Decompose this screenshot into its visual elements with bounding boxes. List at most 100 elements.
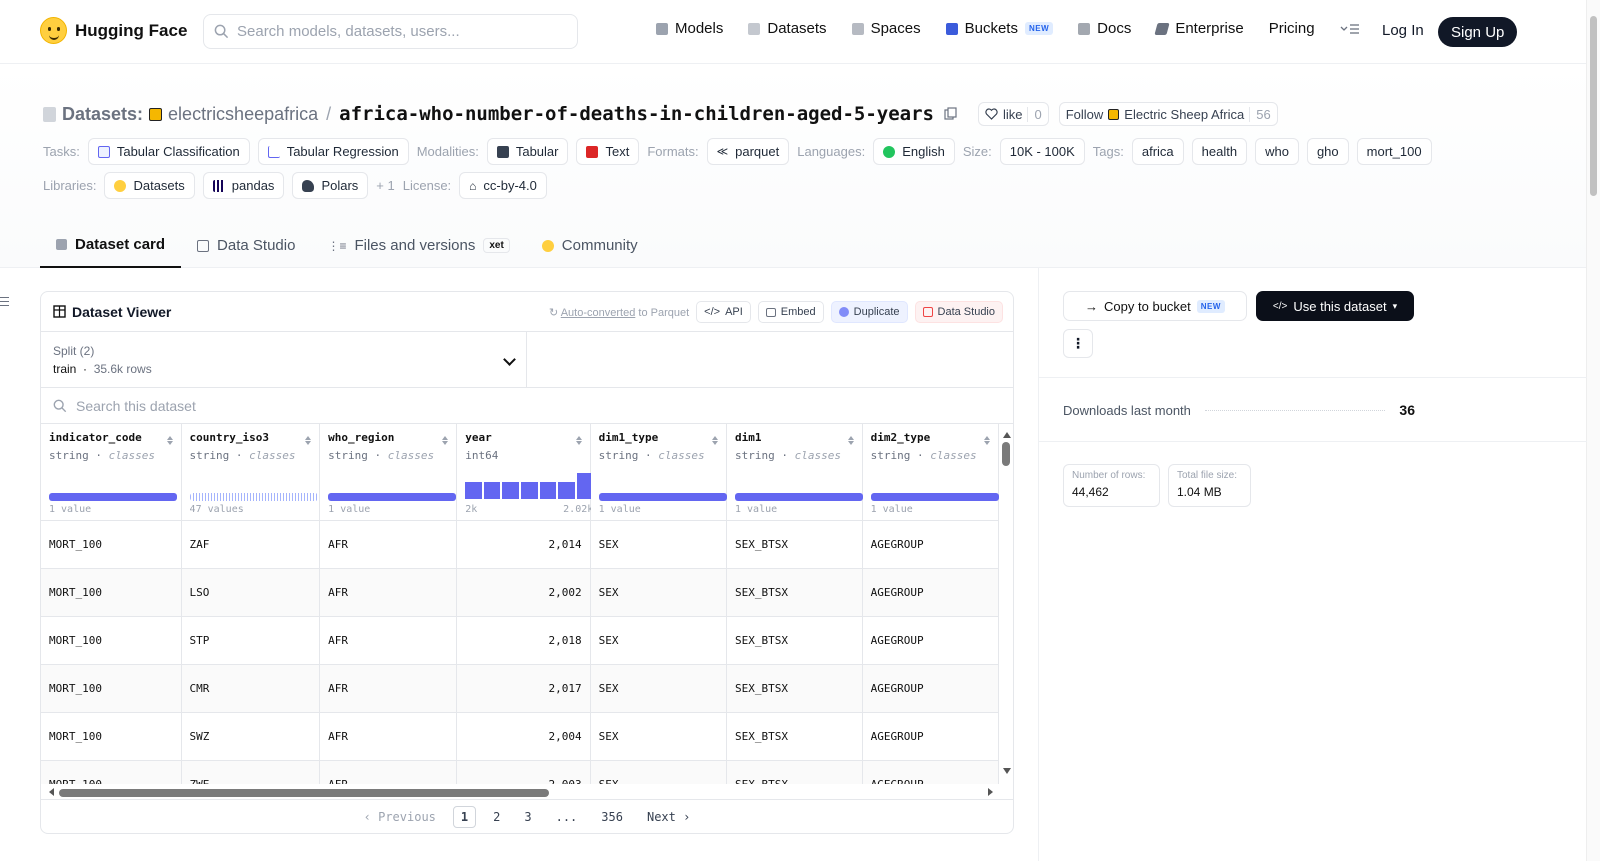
dataset-search-input[interactable]: [76, 397, 476, 414]
scroll-up-arrow-icon[interactable]: [1003, 428, 1011, 438]
nav-spaces[interactable]: Spaces: [851, 20, 921, 37]
table-cell[interactable]: 2,002: [456, 568, 591, 617]
previous-page-button[interactable]: ‹ Previous: [363, 809, 436, 824]
library-chip[interactable]: Datasets: [104, 172, 195, 199]
follow-button[interactable]: Follow Electric Sheep Africa 56: [1058, 102, 1278, 126]
table-cell[interactable]: 2,018: [456, 616, 591, 665]
nav-pricing[interactable]: Pricing: [1269, 20, 1315, 37]
sort-icon[interactable]: [847, 433, 855, 446]
table-row[interactable]: MORT_100 LSO AFR 2,002 SEX SEX_BTSX AGEGROUP: [41, 568, 999, 617]
column-header[interactable]: year int64 2k 2.02k: [456, 424, 594, 521]
page-button[interactable]: 3: [524, 809, 532, 824]
table-cell[interactable]: AFR: [319, 664, 458, 713]
table-row[interactable]: MORT_100 ZWE AFR 2,003 SEX SEX_BTSX AGEGROUP: [41, 760, 999, 784]
sort-icon[interactable]: [984, 433, 991, 446]
repo-owner-link[interactable]: electricsheepafrica: [168, 103, 319, 124]
table-cell[interactable]: AGEGROUP: [862, 760, 999, 784]
use-this-dataset-button[interactable]: </> Use this dataset ▾: [1256, 291, 1414, 321]
sort-icon[interactable]: [575, 433, 583, 446]
table-vertical-scrollbar[interactable]: [1001, 424, 1013, 780]
sort-icon[interactable]: [305, 433, 312, 446]
tag-chip[interactable]: gho: [1306, 138, 1349, 165]
table-cell[interactable]: AGEGROUP: [862, 616, 999, 665]
table-cell[interactable]: SWZ: [181, 712, 321, 761]
copy-icon[interactable]: [944, 107, 958, 121]
table-cell[interactable]: SEX_BTSX: [726, 760, 863, 784]
nav-datasets[interactable]: Datasets: [748, 20, 827, 37]
table-cell[interactable]: 2,017: [456, 664, 591, 713]
table-cell[interactable]: SEX_BTSX: [726, 520, 863, 569]
table-cell[interactable]: LSO: [181, 568, 321, 617]
tab-community[interactable]: Community: [526, 223, 654, 268]
nav-more-menu[interactable]: [1340, 23, 1360, 35]
nav-docs[interactable]: Docs: [1078, 20, 1131, 37]
table-cell[interactable]: SEX: [590, 520, 727, 569]
table-cell[interactable]: MORT_100: [41, 664, 182, 713]
modality-chip[interactable]: Text: [576, 138, 640, 165]
column-header[interactable]: indicator_code string · classes 1 value: [41, 424, 182, 521]
table-cell[interactable]: AFR: [319, 616, 458, 665]
table-cell[interactable]: SEX_BTSX: [726, 712, 863, 761]
table-vertical-scrollbar-thumb[interactable]: [1002, 442, 1010, 466]
table-cell[interactable]: MORT_100: [41, 616, 182, 665]
table-cell[interactable]: SEX: [590, 568, 727, 617]
column-header[interactable]: dim1_type string · classes 1 value: [590, 424, 727, 521]
tab-files[interactable]: ⋮≡ Files and versions xet: [311, 223, 525, 268]
table-cell[interactable]: AFR: [319, 712, 458, 761]
language-chip[interactable]: English: [873, 138, 955, 165]
table-cell[interactable]: SEX: [590, 664, 727, 713]
copy-to-bucket-button[interactable]: → Copy to bucket NEW: [1063, 291, 1247, 321]
scroll-left-arrow-icon[interactable]: [45, 788, 54, 796]
table-cell[interactable]: MORT_100: [41, 520, 182, 569]
tag-chip[interactable]: who: [1255, 138, 1299, 165]
column-header[interactable]: country_iso3 string · classes 47 values: [181, 424, 321, 521]
library-chip[interactable]: pandas: [202, 172, 285, 199]
table-cell[interactable]: ZWE: [181, 760, 321, 784]
table-cell[interactable]: AGEGROUP: [862, 568, 999, 617]
embed-button[interactable]: Embed: [757, 301, 824, 323]
like-button[interactable]: like 0: [977, 102, 1049, 126]
table-cell[interactable]: SEX_BTSX: [726, 664, 863, 713]
data-studio-button[interactable]: Data Studio: [914, 301, 1003, 323]
size-chip[interactable]: 10K - 100K: [999, 138, 1085, 165]
scroll-down-arrow-icon[interactable]: [1003, 768, 1011, 778]
more-options-button[interactable]: ⋮: [1063, 329, 1093, 358]
table-cell[interactable]: AFR: [319, 568, 458, 617]
table-cell[interactable]: SEX: [590, 712, 727, 761]
column-header[interactable]: who_region string · classes 1 value: [319, 424, 458, 521]
duplicate-button[interactable]: Duplicate: [830, 301, 908, 323]
table-cell[interactable]: AGEGROUP: [862, 712, 999, 761]
global-search-input[interactable]: [237, 23, 557, 40]
table-cell[interactable]: 2,004: [456, 712, 591, 761]
table-horizontal-scrollbar[interactable]: [45, 787, 997, 797]
table-row[interactable]: MORT_100 ZAF AFR 2,014 SEX SEX_BTSX AGEGROUP: [41, 520, 999, 569]
table-cell[interactable]: MORT_100: [41, 760, 182, 784]
page-scrollbar[interactable]: [1586, 0, 1600, 861]
tab-data-studio[interactable]: Data Studio: [181, 223, 311, 268]
sidebar-toggle-icon[interactable]: [0, 297, 9, 306]
table-cell[interactable]: SEX_BTSX: [726, 616, 863, 665]
table-cell[interactable]: 2,014: [456, 520, 591, 569]
page-scrollbar-thumb[interactable]: [1590, 16, 1597, 196]
table-cell[interactable]: SEX_BTSX: [726, 568, 863, 617]
sort-icon[interactable]: [711, 433, 719, 446]
table-cell[interactable]: 2,003: [456, 760, 591, 784]
table-cell[interactable]: AFR: [319, 760, 458, 784]
nav-models[interactable]: Models: [656, 20, 723, 37]
page-button[interactable]: 2: [493, 809, 501, 824]
nav-enterprise[interactable]: Enterprise: [1154, 20, 1244, 37]
tag-chip[interactable]: mort_100: [1356, 138, 1432, 165]
task-chip[interactable]: Tabular Regression: [257, 138, 409, 165]
page-button[interactable]: 1: [452, 805, 477, 828]
home-logo[interactable]: Hugging Face: [40, 17, 187, 44]
split-select[interactable]: Split (2) train · 35.6k rows: [41, 332, 527, 388]
column-header[interactable]: dim2_type string · classes 1 value: [862, 424, 999, 521]
library-chip[interactable]: Polars: [292, 172, 369, 199]
api-button[interactable]: </> API: [696, 301, 751, 323]
license-chip[interactable]: ⌂ cc-by-4.0: [459, 172, 547, 199]
table-horizontal-scrollbar-thumb[interactable]: [59, 789, 549, 797]
table-row[interactable]: MORT_100 SWZ AFR 2,004 SEX SEX_BTSX AGEGROUP: [41, 712, 999, 761]
more-libraries-link[interactable]: + 1: [376, 178, 395, 193]
sort-icon[interactable]: [442, 433, 449, 446]
table-cell[interactable]: MORT_100: [41, 568, 182, 617]
